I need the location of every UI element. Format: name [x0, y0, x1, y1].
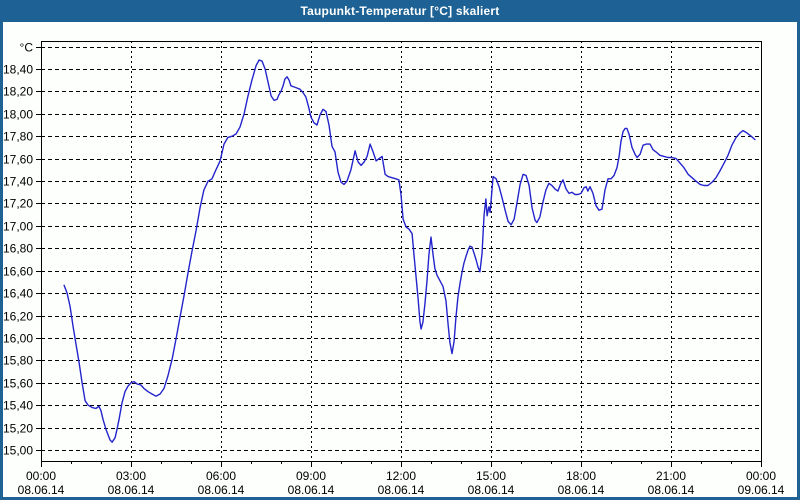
y-tick-label: 17,80: [3, 130, 33, 144]
y-tick-label: 15,00: [3, 444, 33, 458]
y-tick-label: 15,40: [3, 399, 33, 413]
x-tick-date-label: 08.06.14: [18, 483, 65, 497]
chart-title-bar: Taupunkt-Temperatur [°C] skaliert: [0, 0, 800, 22]
y-tick-label: 16,20: [3, 310, 33, 324]
x-tick-time-label: 18:00: [566, 469, 596, 483]
y-tick-label: 16,40: [3, 287, 33, 301]
y-tick-label: 16,00: [3, 332, 33, 346]
chart-title: Taupunkt-Temperatur [°C] skaliert: [300, 4, 500, 18]
x-tick-date-label: 08.06.14: [198, 483, 245, 497]
x-tick-date-label: 09.06.14: [738, 483, 785, 497]
y-tick-label: 16,60: [3, 265, 33, 279]
x-tick-date-label: 08.06.14: [108, 483, 155, 497]
x-tick-time-label: 03:00: [116, 469, 146, 483]
x-tick-time-label: 06:00: [206, 469, 236, 483]
x-tick-date-label: 08.06.14: [288, 483, 335, 497]
x-tick-time-label: 12:00: [386, 469, 416, 483]
x-tick-date-label: 08.06.14: [378, 483, 425, 497]
y-tick-label: 15,20: [3, 422, 33, 436]
chart-area: °C 18,40 18,20 18,00 17,80 17,60 17,40 17,20 17,…: [3, 22, 797, 497]
y-tick-label: 16,80: [3, 242, 33, 256]
y-tick-label: 17,60: [3, 153, 33, 167]
x-tick-time-label: 00:00: [26, 469, 56, 483]
y-tick-label: 15,80: [3, 354, 33, 368]
y-tick-label: 18,40: [3, 63, 33, 77]
y-tick-label: 15,60: [3, 377, 33, 391]
plot-border: [41, 41, 762, 462]
x-tick-time-label: 15:00: [476, 469, 506, 483]
y-tick-label: 18,20: [3, 85, 33, 99]
x-tick-time-label: 09:00: [296, 469, 326, 483]
y-axis-unit-label: °C: [20, 41, 34, 55]
y-tick-label: 17,40: [3, 175, 33, 189]
y-tick-label: 18,00: [3, 108, 33, 122]
x-tick-date-label: 08.06.14: [648, 483, 695, 497]
y-tick-label: 17,20: [3, 197, 33, 211]
x-tick-date-label: 08.06.14: [468, 483, 515, 497]
y-tick-label: 17,00: [3, 220, 33, 234]
series-line: [63, 59, 756, 443]
x-tick-date-label: 08.06.14: [558, 483, 605, 497]
chart-canvas: °C 18,40 18,20 18,00 17,80 17,60 17,40 17,20 17,…: [3, 41, 785, 498]
x-tick-time-label: 00:00: [746, 469, 776, 483]
x-tick-time-label: 21:00: [656, 469, 686, 483]
